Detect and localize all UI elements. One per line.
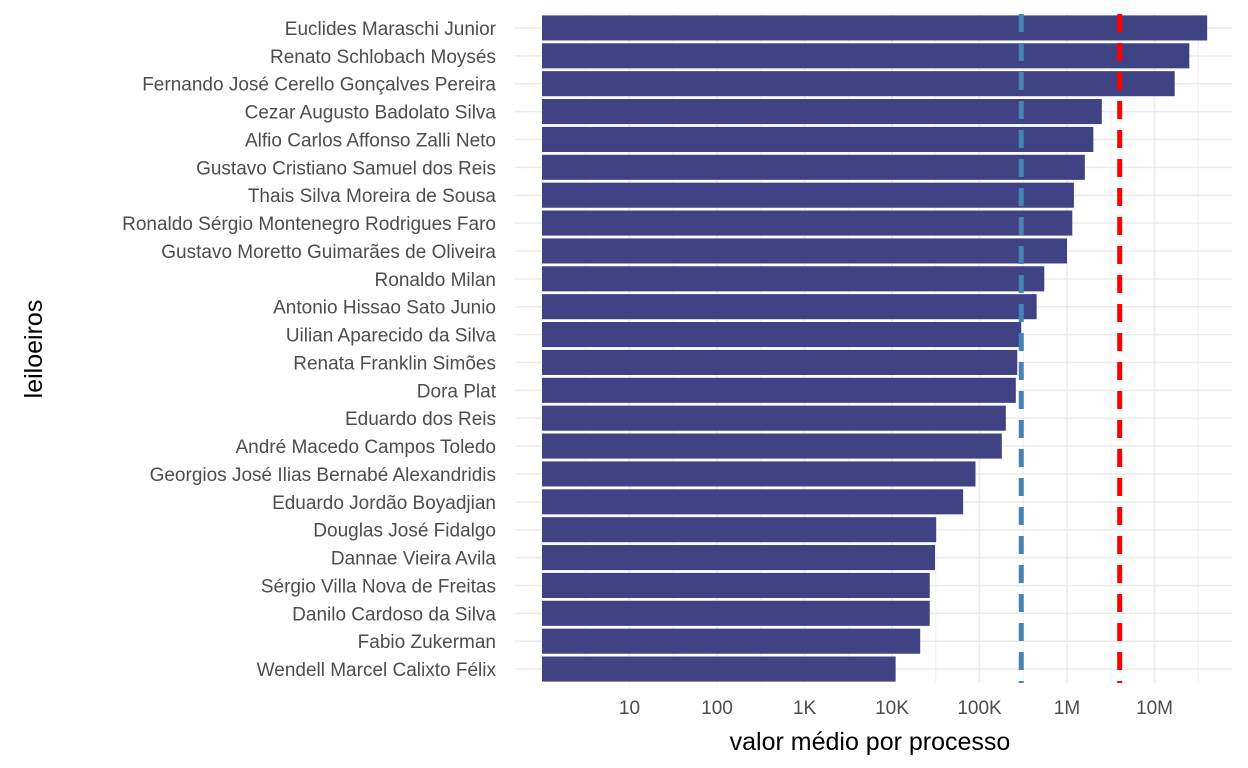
category-label: Euclides Maraschi Junior xyxy=(285,19,497,40)
x-tick-label: 100K xyxy=(957,698,1002,719)
bar xyxy=(542,294,1037,320)
bar xyxy=(542,210,1073,236)
category-labels: Euclides Maraschi Junior Renato Schlobach… xyxy=(122,19,497,681)
bar xyxy=(542,154,1085,180)
bar xyxy=(542,266,1045,292)
bar xyxy=(542,656,896,682)
bar xyxy=(542,433,1002,459)
category-label: Ronaldo Milan xyxy=(375,270,496,291)
category-label: Fabio Zukerman xyxy=(358,632,496,653)
bar xyxy=(542,238,1067,264)
x-tick-labels: 10 100 1K 10K 100K 1M 10M xyxy=(619,698,1173,719)
bar xyxy=(542,182,1074,208)
bar xyxy=(542,71,1175,97)
category-label: Uilian Aparecido da Silva xyxy=(286,326,497,347)
category-label: Dannae Vieira Avila xyxy=(331,549,497,570)
bars xyxy=(542,15,1208,682)
category-label: Eduardo dos Reis xyxy=(345,409,496,430)
category-label: Wendell Marcel Calixto Félix xyxy=(257,660,497,681)
category-label: Ronaldo Sérgio Montenegro Rodrigues Faro xyxy=(122,214,496,235)
bar xyxy=(542,489,964,515)
x-tick-label: 1M xyxy=(1054,698,1080,719)
category-label: Georgios José Ilias Bernabé Alexandridis xyxy=(150,465,496,486)
x-tick-label: 10M xyxy=(1136,698,1173,719)
category-label: Gustavo Cristiano Samuel dos Reis xyxy=(196,158,496,179)
bar xyxy=(542,15,1208,41)
bar xyxy=(542,600,930,626)
bar xyxy=(542,99,1102,125)
category-label: Douglas José Fidalgo xyxy=(313,521,496,542)
category-label: Renato Schlobach Moysés xyxy=(270,47,496,68)
bar xyxy=(542,545,935,571)
category-label: Sérgio Villa Nova de Freitas xyxy=(261,576,496,597)
bar xyxy=(542,517,937,543)
bar xyxy=(542,322,1022,348)
category-label: André Macedo Campos Toledo xyxy=(235,437,496,458)
bar xyxy=(542,572,930,598)
category-label: Antonio Hissao Sato Junio xyxy=(273,298,496,319)
bar xyxy=(542,126,1094,152)
bar xyxy=(542,377,1016,403)
category-label: Danilo Cardoso da Silva xyxy=(292,604,496,625)
x-tick-label: 1K xyxy=(793,698,817,719)
category-label: Thais Silva Moreira de Sousa xyxy=(248,186,497,207)
x-tick-label: 10 xyxy=(619,698,640,719)
category-label: Alfio Carlos Affonso Zalli Neto xyxy=(245,130,496,151)
x-tick-label: 10K xyxy=(875,698,909,719)
y-axis-title: leiloeiros xyxy=(20,300,48,399)
bar xyxy=(542,461,976,487)
x-axis-title: valor médio por processo xyxy=(730,728,1011,756)
bar xyxy=(542,349,1018,375)
category-label: Cezar Augusto Badolato Silva xyxy=(245,103,497,124)
category-label: Eduardo Jordão Boyadjian xyxy=(272,493,496,514)
category-label: Gustavo Moretto Guimarães de Oliveira xyxy=(161,242,496,263)
bar xyxy=(542,43,1190,69)
reference-lines xyxy=(1018,14,1123,683)
bar xyxy=(542,405,1006,431)
category-label: Fernando José Cerello Gonçalves Pereira xyxy=(142,75,496,96)
category-label: Dora Plat xyxy=(417,381,497,402)
category-label: Renata Franklin Simões xyxy=(293,353,496,374)
bar xyxy=(542,628,921,654)
x-tick-label: 100 xyxy=(701,698,733,719)
